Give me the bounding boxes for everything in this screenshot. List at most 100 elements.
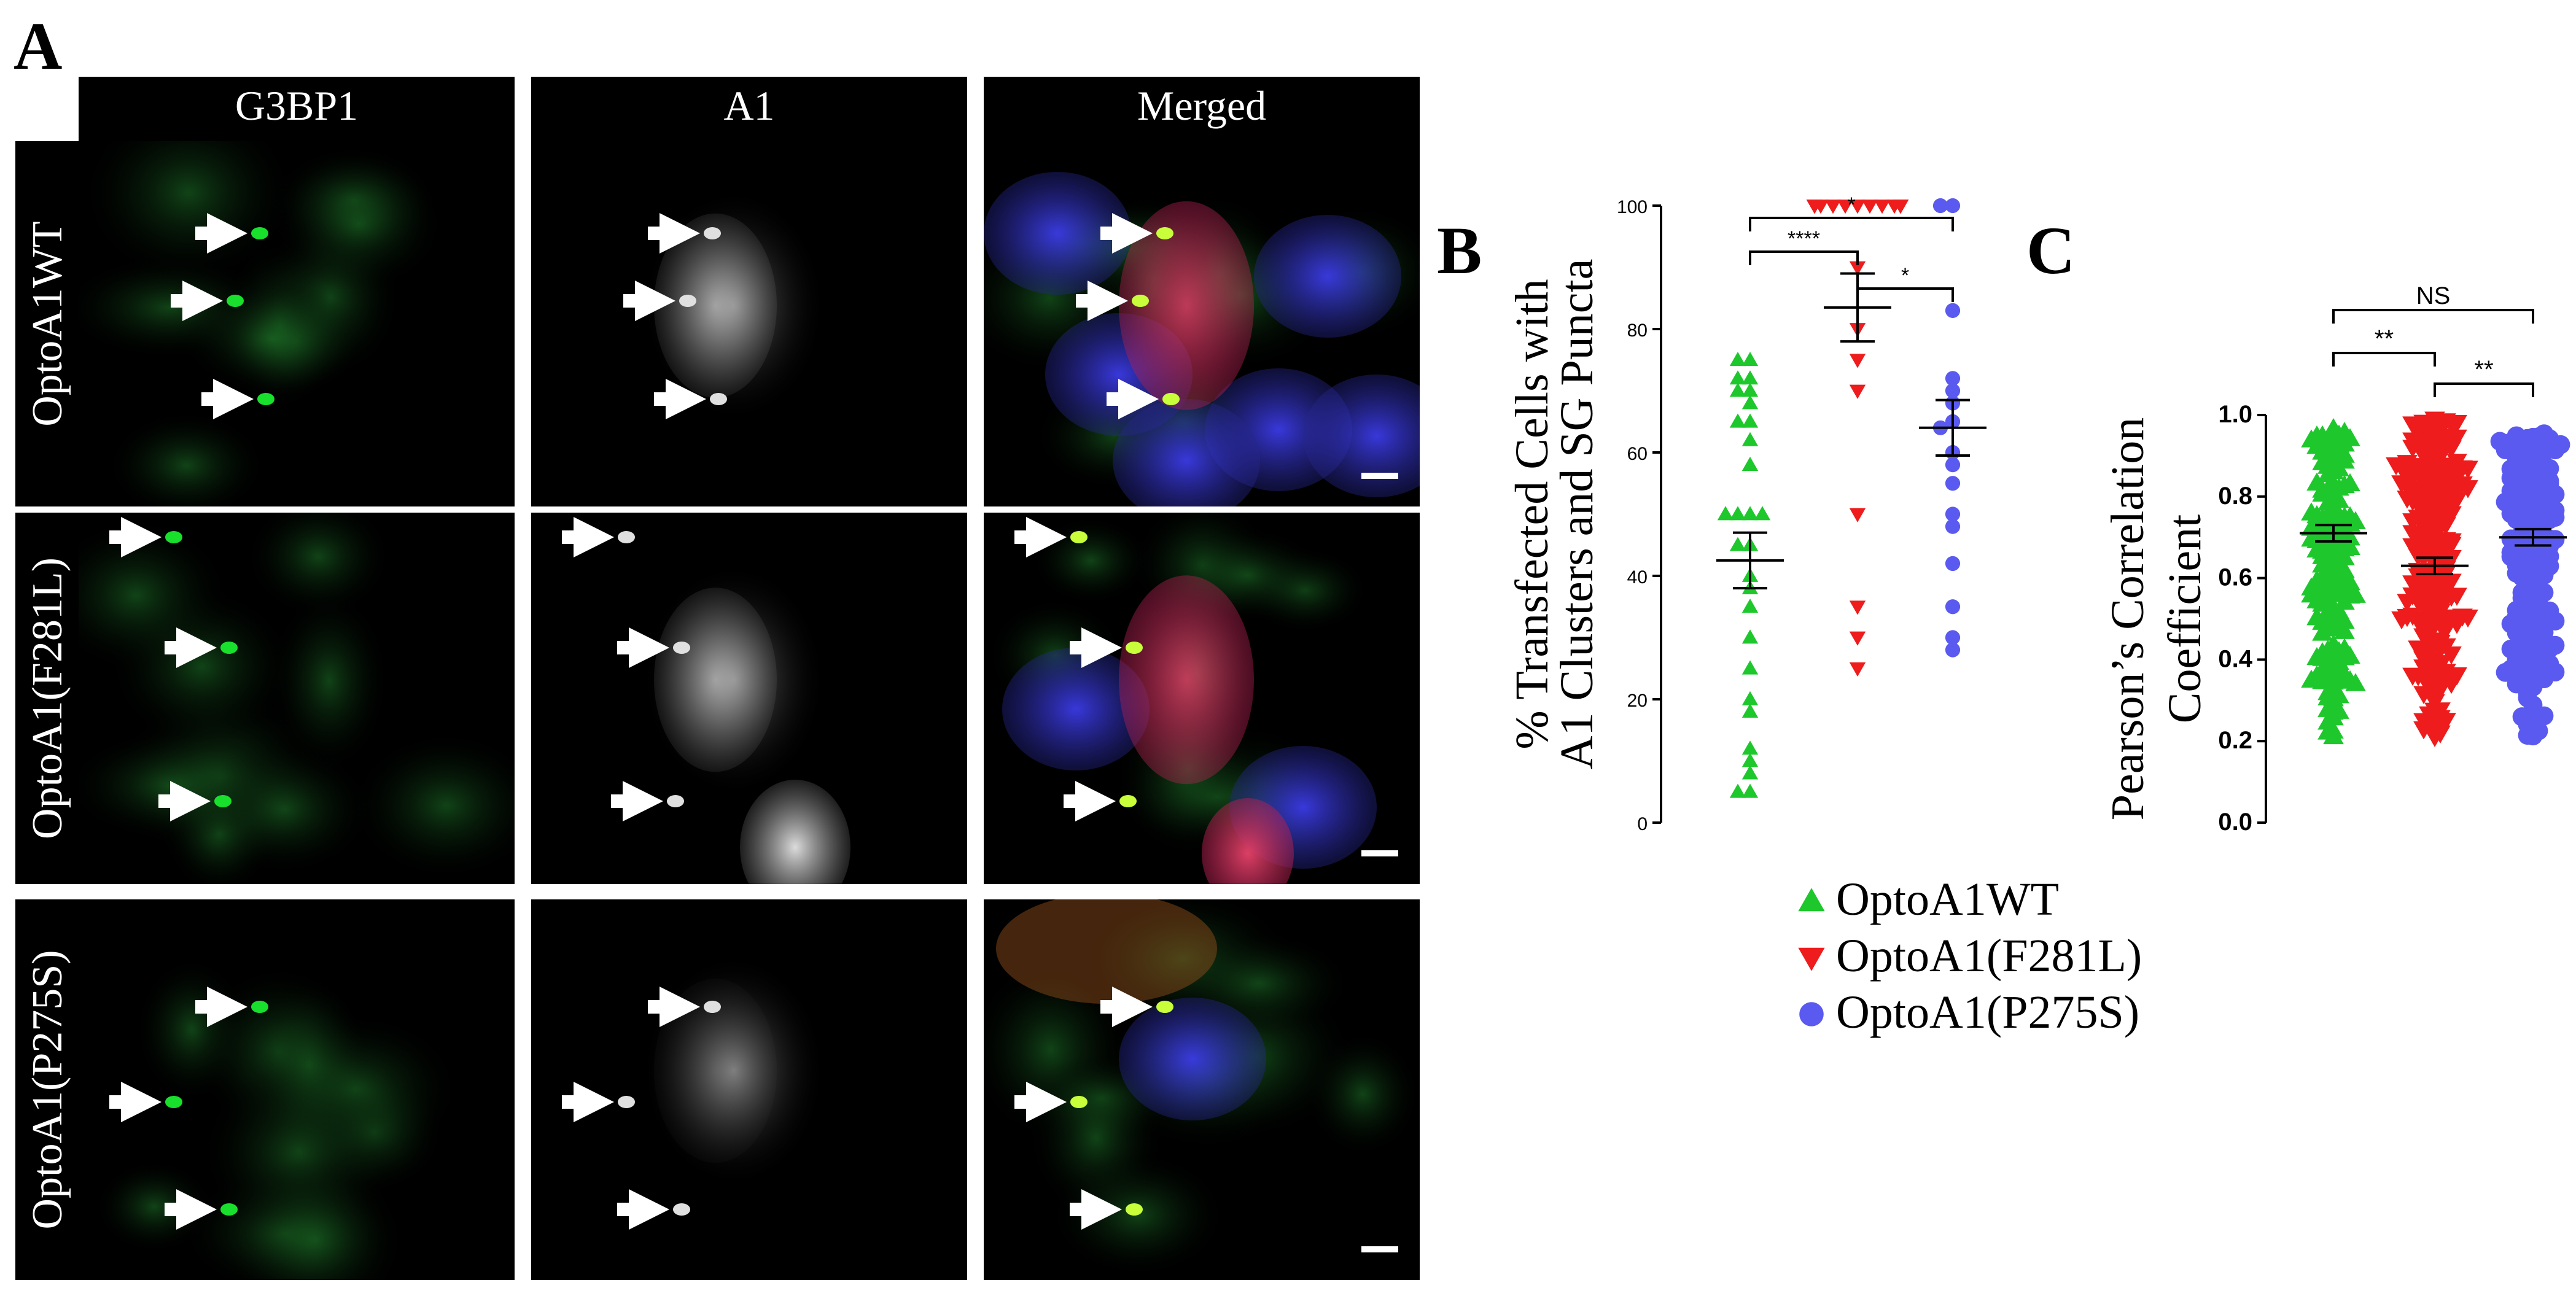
series-2 xyxy=(1919,198,1986,658)
data-point xyxy=(2301,584,2322,603)
chart-c: 0.0 0.2 0.4 0.6 0.8 1.0 Pearson’s Correlation C… xyxy=(2102,282,2570,836)
data-point xyxy=(1849,508,1866,522)
data-point xyxy=(2413,599,2434,618)
column-header-merged: Merged xyxy=(1137,82,1266,129)
series-1 xyxy=(1806,200,1909,677)
data-point xyxy=(1741,413,1759,428)
data-point xyxy=(2340,537,2360,555)
data-point xyxy=(2545,635,2565,655)
data-point xyxy=(2501,614,2521,634)
row-label: OptoA1(P275S) xyxy=(24,950,71,1229)
micrograph-2-2 xyxy=(984,899,1420,1280)
data-point xyxy=(2312,659,2333,678)
data-point xyxy=(2529,721,2548,740)
data-point xyxy=(2446,667,2467,686)
data-point xyxy=(2430,681,2451,700)
micrograph-grid: G3BP1 A1 Merged OptoA1WT OptoA1(F281L) OptoA1… xyxy=(15,77,1420,1280)
data-point xyxy=(1741,753,1759,767)
data-point xyxy=(2446,429,2467,448)
data-point xyxy=(1729,537,1746,551)
data-point xyxy=(2323,417,2344,437)
data-point xyxy=(2435,713,2456,731)
data-point xyxy=(1824,200,1842,214)
y-tick-label: 20 xyxy=(1627,691,1648,711)
panel-letter-c: C xyxy=(2026,213,2075,288)
data-point xyxy=(1741,352,1759,367)
data-point xyxy=(1729,370,1746,385)
data-point xyxy=(1945,630,1961,645)
micrograph-1-2 xyxy=(984,513,1420,884)
data-point xyxy=(2430,655,2451,673)
significance-bracket xyxy=(2434,382,2534,397)
column-header-g3bp1: G3BP1 xyxy=(235,82,358,129)
data-point xyxy=(2402,525,2423,543)
data-point xyxy=(1741,783,1759,798)
y-tick-label: 0.6 xyxy=(2218,564,2252,591)
column-header-bg xyxy=(531,77,967,141)
data-point xyxy=(2301,429,2322,448)
data-point xyxy=(2397,594,2418,612)
data-point xyxy=(2501,543,2521,562)
y-axis-label-line1: Pearson’s Correlation xyxy=(2102,417,2154,820)
data-point xyxy=(1874,200,1891,214)
data-point xyxy=(2317,712,2338,730)
significance-bracket xyxy=(1856,287,1954,302)
data-point xyxy=(1741,629,1759,644)
significance-bracket xyxy=(2332,309,2534,324)
legend-label: OptoA1WT xyxy=(1836,874,2059,925)
data-point xyxy=(1741,456,1759,471)
data-point xyxy=(2301,669,2322,688)
significance-bracket xyxy=(2332,352,2436,367)
significance-bracket xyxy=(1749,250,1859,265)
data-point xyxy=(1741,703,1759,718)
data-point xyxy=(2545,484,2565,504)
scale-bar xyxy=(1361,1246,1398,1252)
legend-item: OptoA1WT xyxy=(1798,874,2059,925)
data-point xyxy=(2430,603,2451,623)
data-point xyxy=(1849,662,1866,677)
micrograph-0-0 xyxy=(79,141,515,506)
legend-item: OptoA1(P275S) xyxy=(1799,987,2139,1038)
y-tick-label: 0 xyxy=(1637,814,1648,834)
data-point xyxy=(2441,550,2462,568)
data-point xyxy=(2507,426,2526,446)
data-point xyxy=(1945,642,1961,658)
data-point xyxy=(2435,580,2456,598)
data-point xyxy=(2334,560,2355,578)
significance-label: NS xyxy=(2416,282,2451,309)
data-point xyxy=(2512,632,2532,652)
micrograph-2-0 xyxy=(79,899,515,1280)
data-point xyxy=(2413,686,2434,704)
data-point xyxy=(1849,631,1866,646)
data-point xyxy=(2446,588,2467,606)
row-label: OptoA1(F281L) xyxy=(24,557,71,839)
data-point xyxy=(2518,688,2537,708)
data-point xyxy=(2413,628,2434,646)
data-point xyxy=(1741,765,1759,780)
data-point xyxy=(2306,539,2327,558)
column-header-a1: A1 xyxy=(723,82,774,129)
data-point xyxy=(2340,428,2360,446)
data-point xyxy=(1741,660,1759,675)
data-point xyxy=(2501,481,2521,501)
y-tick-label: 60 xyxy=(1627,444,1648,464)
y-axis-label-line2: Coefficient xyxy=(2159,514,2211,723)
data-point xyxy=(2386,457,2407,476)
data-point xyxy=(1741,691,1759,705)
row-label-bg xyxy=(15,141,79,506)
significance-label: * xyxy=(1847,193,1855,217)
data-point xyxy=(1945,383,1961,398)
data-point xyxy=(2391,611,2412,630)
data-point xyxy=(2413,651,2434,670)
data-point xyxy=(2441,533,2462,551)
y-tick-label: 80 xyxy=(1627,320,1648,341)
data-point xyxy=(2457,609,2478,628)
data-point xyxy=(2534,706,2554,726)
data-point xyxy=(2507,448,2526,468)
data-point xyxy=(2512,707,2532,726)
data-point xyxy=(2312,594,2333,612)
data-point xyxy=(1741,740,1759,755)
data-point xyxy=(2402,416,2423,435)
data-point xyxy=(2430,449,2451,467)
